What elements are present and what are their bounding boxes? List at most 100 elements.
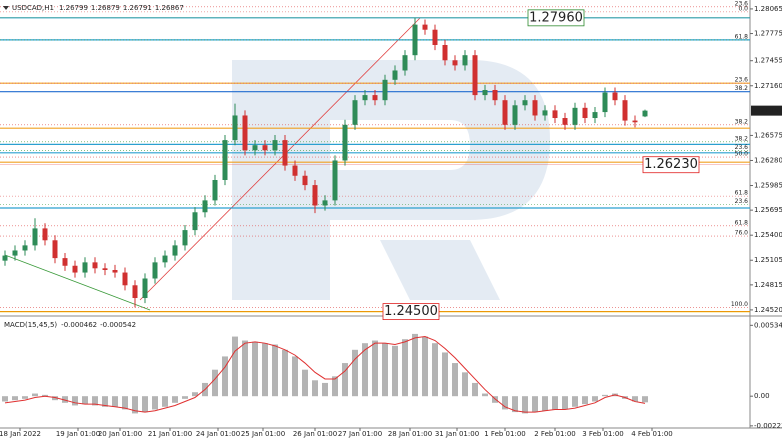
watermark-leg — [380, 240, 500, 300]
fib-label: 0.0 — [738, 5, 748, 12]
x-tick-label: 24 Jan 01:00 — [196, 430, 240, 438]
candle-body — [12, 250, 18, 256]
x-tick-label: 19 Jan 01:00 — [56, 430, 100, 438]
macd-bar — [552, 396, 558, 410]
macd-bar — [32, 393, 38, 397]
fib-label: 23.6 — [735, 198, 749, 205]
symbol: USDCAD,H1 — [12, 4, 54, 12]
candle-body — [612, 92, 618, 101]
macd-bar — [272, 344, 278, 397]
candle-body — [382, 79, 388, 101]
candle-body — [532, 100, 538, 116]
menu-icon[interactable] — [3, 6, 9, 10]
candle-body — [562, 118, 568, 125]
fib-label: 76.0 — [735, 230, 749, 237]
x-tick-label: 26 Jan 01:00 — [293, 430, 337, 438]
macd-bar — [422, 336, 428, 397]
macd-bar — [562, 396, 568, 410]
fib-label: 38.2 — [735, 118, 749, 125]
macd-bar — [632, 396, 638, 402]
chart-header: USDCAD,H1 1.26799 1.26879 1.26791 1.26867 — [12, 4, 184, 12]
macd-bar — [402, 339, 408, 397]
macd-bar — [502, 396, 508, 410]
macd-bar — [472, 382, 478, 397]
macd-bar — [342, 363, 348, 397]
candle-body — [242, 115, 248, 151]
candle-body — [342, 124, 348, 161]
key-level-label: 1.27960 — [529, 10, 583, 25]
macd-bar — [72, 396, 78, 406]
fib-label: 23.6 — [735, 0, 749, 7]
x-tick-label: 4 Feb 01:00 — [631, 430, 672, 438]
macd-bar — [242, 340, 248, 397]
x-tick-label: 28 Jan 01:00 — [388, 430, 432, 438]
macd-bar — [182, 396, 188, 399]
candle-body — [572, 107, 578, 125]
candle-body — [512, 105, 518, 125]
fib-label: 50.0 — [735, 151, 749, 158]
candle-body — [142, 278, 148, 299]
macd-bar — [132, 396, 138, 414]
candle-body — [502, 100, 508, 125]
candle-body — [102, 268, 108, 270]
macd-bar — [212, 369, 218, 397]
fib-label: 61.8 — [735, 33, 749, 40]
y-tick-label: 1.28065 — [754, 5, 782, 13]
candle-body — [552, 110, 558, 119]
candle-body — [442, 45, 448, 61]
macd-bar — [232, 336, 238, 397]
candle-body — [172, 245, 178, 256]
candle-body — [222, 140, 228, 180]
macd-bar — [142, 396, 148, 413]
candle-body — [202, 200, 208, 213]
macd-bar — [582, 396, 588, 405]
macd-signal-value: -0.000542 — [100, 321, 136, 329]
fib-label: 38.2 — [735, 135, 749, 142]
x-tick-label: 25 Jan 01:00 — [241, 430, 285, 438]
x-tick-label: 18 Jan 2022 — [0, 430, 41, 438]
x-tick-label: 1 Feb 01:00 — [484, 430, 525, 438]
candle-body — [22, 245, 28, 251]
key-level-box — [527, 9, 585, 27]
macd-bar — [2, 396, 8, 402]
candle-body — [112, 270, 118, 273]
x-tick-label: 3 Feb 01:00 — [582, 430, 623, 438]
y-tick-label: 1.25400 — [754, 231, 782, 239]
candle-body — [72, 265, 78, 273]
candle-body — [122, 272, 128, 286]
candle-body — [132, 285, 138, 299]
macd-bar — [22, 396, 28, 399]
candle-body — [52, 240, 58, 259]
macd-bar — [532, 396, 538, 413]
fib-label: 38.2 — [735, 85, 749, 92]
candle-body — [632, 120, 638, 123]
candle-body — [422, 24, 428, 30]
macd-bar — [462, 372, 468, 397]
y-tick-label: 1.26280 — [754, 156, 782, 164]
watermark-logo — [232, 60, 550, 300]
last-high: 1.26879 — [91, 4, 120, 12]
macd-bar — [512, 396, 518, 413]
candle-body — [392, 70, 398, 80]
candle-body — [182, 230, 188, 246]
current-price-label: 1.26867 — [754, 107, 782, 115]
candle-body — [192, 212, 198, 231]
macd-bar — [42, 394, 48, 397]
macd-bar — [302, 369, 308, 397]
candle-body — [62, 258, 68, 266]
macd-bar — [52, 396, 58, 401]
y-tick-label: 1.24520 — [754, 306, 782, 314]
x-tick-label: 27 Jan 01:00 — [338, 430, 382, 438]
axes: 1.28065 1.27775 1.27455 1.27160 1.26575 1.262… — [0, 5, 782, 438]
macd-bar — [162, 396, 168, 407]
macd-bar — [322, 382, 328, 397]
x-tick-label: 20 Jan 01:00 — [98, 430, 142, 438]
candle-body — [582, 107, 588, 119]
watermark — [232, 60, 550, 300]
trend-line — [139, 17, 421, 301]
y-tick-label: 1.27775 — [754, 30, 782, 38]
candle-body — [522, 100, 528, 106]
candle-body — [592, 112, 598, 119]
candle-body — [362, 95, 368, 101]
